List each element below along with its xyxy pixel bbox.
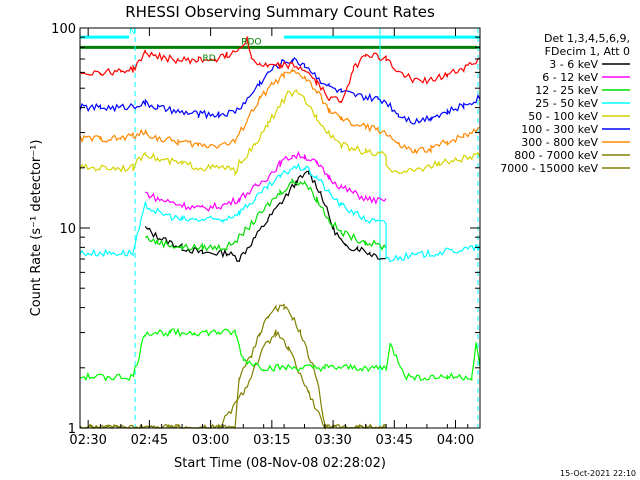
legend-label-6: 300 - 800 keV xyxy=(521,136,598,149)
legend-label-2: 12 - 25 keV xyxy=(535,84,598,97)
y-axis-label: Count Rate (s⁻¹ detector⁻¹) xyxy=(29,140,44,317)
series-layer: N RDO RD xyxy=(79,27,481,431)
series-8 xyxy=(79,329,387,431)
annotation-0: N xyxy=(129,27,136,37)
y-axis: 1 10 100 xyxy=(51,22,480,437)
series-6 xyxy=(79,67,481,155)
legend-label-1: 6 - 12 keV xyxy=(542,71,598,84)
chart-title: RHESSI Observing Summary Count Rates xyxy=(125,3,435,21)
legend-label-0: 3 - 6 keV xyxy=(549,58,598,71)
annotation-2: RD xyxy=(202,54,215,64)
y-tick-label-0: 1 xyxy=(68,422,76,437)
series-0 xyxy=(144,170,387,263)
series-7 xyxy=(79,303,387,430)
legend: Det 1,3,4,5,6,9,FDecim 1, Att 03 - 6 keV… xyxy=(500,32,630,175)
legend-label-8: 7000 - 15000 keV xyxy=(500,162,598,175)
series-3 xyxy=(79,162,481,263)
x-tick-label-3: 03:15 xyxy=(253,433,290,448)
x-tick-label-6: 04:00 xyxy=(437,433,474,448)
legend-header-0: Det 1,3,4,5,6,9, xyxy=(544,32,630,45)
y-tick-label-1: 10 xyxy=(59,222,76,237)
legend-label-3: 25 - 50 keV xyxy=(535,97,598,110)
series-2 xyxy=(145,177,387,252)
legend-label-4: 50 - 100 keV xyxy=(528,110,598,123)
x-tick-label-2: 03:00 xyxy=(192,433,229,448)
series-4 xyxy=(79,88,481,177)
x-axis: 02:30 02:45 03:00 03:15 03:30 03:45 04:00 xyxy=(69,28,474,448)
y-tick-label-2: 100 xyxy=(51,22,76,37)
x-axis-label: Start Time (08-Nov-08 02:28:02) xyxy=(174,456,386,471)
annotation-1: RDO xyxy=(241,37,261,47)
x-tick-label-4: 03:30 xyxy=(314,433,351,448)
series-10 xyxy=(80,327,481,382)
x-tick-label-1: 02:45 xyxy=(131,433,168,448)
x-tick-label-5: 03:45 xyxy=(376,433,413,448)
series-1 xyxy=(145,150,387,212)
legend-header-1: FDecim 1, Att 0 xyxy=(545,45,630,58)
footer-timestamp: 15-Oct-2021 22:10 xyxy=(560,469,636,478)
legend-label-5: 100 - 300 keV xyxy=(521,123,598,136)
x-tick-label-0: 02:30 xyxy=(69,433,106,448)
series-5 xyxy=(79,56,481,125)
series-9 xyxy=(79,36,481,104)
legend-label-7: 800 - 7000 keV xyxy=(514,149,598,162)
